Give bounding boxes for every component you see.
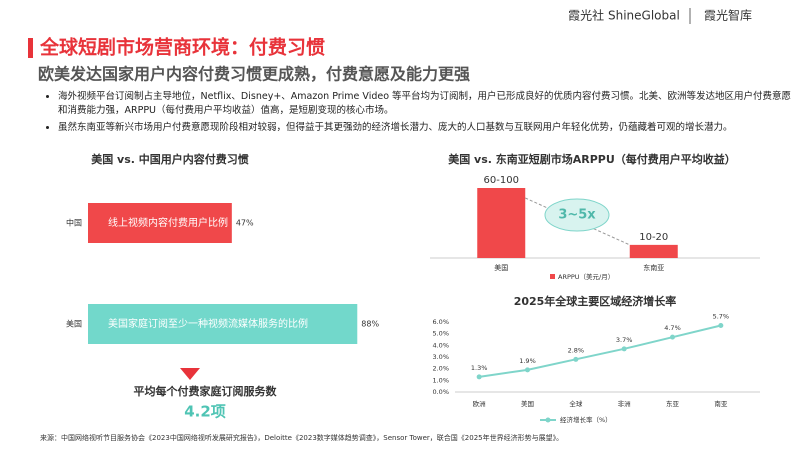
chart-title: 美国 vs. 中国用户内容付费习惯 xyxy=(91,152,249,166)
bar xyxy=(88,203,232,243)
y-tick-label: 4.0% xyxy=(432,341,449,349)
category-label: 美国 xyxy=(494,263,508,272)
y-tick-label: 2.0% xyxy=(432,365,449,373)
bar xyxy=(477,188,526,258)
category-label: 全球 xyxy=(569,399,583,408)
legend-label: 经济增长率（%） xyxy=(560,415,612,424)
bullets: 海外视频平台订阅制占主导地位，Netflix、Disney+、Amazon Pr… xyxy=(40,90,793,138)
category-label: 美国 xyxy=(66,319,82,329)
category-label: 非洲 xyxy=(618,399,631,408)
title-accent xyxy=(28,38,33,58)
bar-label: 美国家庭订阅至少一种视频流媒体服务的比例 xyxy=(108,317,308,330)
callout-label: 平均每个付费家庭订阅服务数 xyxy=(134,384,278,398)
line xyxy=(479,324,722,378)
bar xyxy=(629,244,678,258)
legend-label: ARPPU（美元/月） xyxy=(558,272,614,281)
callout-value: 4.2项 xyxy=(184,403,226,421)
point xyxy=(670,334,675,340)
point xyxy=(621,346,627,352)
source: 来源：中国网络视听节目服务协会《2023中国网络视听发展研究报告》，Deloit… xyxy=(40,433,563,442)
category-label: 中国 xyxy=(66,218,82,228)
value-label: 2.8% xyxy=(568,346,585,354)
category-label: 东南亚 xyxy=(643,263,664,272)
value-label: 1.3% xyxy=(471,364,488,372)
category-label: 东亚 xyxy=(666,399,680,408)
annotation-bubble xyxy=(544,198,610,232)
title: 全球短剧市场营商环境：付费习惯 xyxy=(39,36,325,59)
category-label: 南亚 xyxy=(714,399,728,408)
annotation: 3~5x xyxy=(558,208,596,223)
bar xyxy=(88,304,358,344)
legend-swatch xyxy=(550,274,555,279)
y-tick-label: 6.0% xyxy=(432,318,449,326)
category-label: 欧洲 xyxy=(473,399,486,408)
chart-title: 美国 vs. 东南亚短剧市场ARPPU（每付费用户平均收益） xyxy=(448,152,736,166)
bullet: 海外视频平台订阅制占主导地位，Netflix、Disney+、Amazon Pr… xyxy=(58,90,793,118)
value-label: 1.9% xyxy=(519,357,536,365)
point xyxy=(476,374,482,380)
value-label: 47% xyxy=(236,219,254,228)
value-label: 60-100 xyxy=(484,175,519,186)
arrow xyxy=(180,368,200,380)
subtitle: 欧美发达国家用户内容付费习惯更成熟，付费意愿及能力更强 xyxy=(38,65,470,84)
point xyxy=(525,367,530,373)
value-label: 4.7% xyxy=(664,324,681,332)
y-tick-label: 0.0% xyxy=(432,388,449,396)
value-label: 3.7% xyxy=(616,336,633,344)
bar-label: 线上视频内容付费用户比例 xyxy=(108,216,228,229)
value-label: 10-20 xyxy=(639,232,668,243)
category-label: 美国 xyxy=(521,399,534,408)
y-tick-label: 3.0% xyxy=(432,353,449,361)
point xyxy=(718,323,724,328)
bullet: 虽然东南亚等新兴市场用户付费意愿现阶段相对较弱，但得益于其更强劲的经济增长潜力、… xyxy=(58,121,793,135)
y-tick-label: 1.0% xyxy=(432,376,449,384)
chart-title: 2025年全球主要区域经济增长率 xyxy=(514,294,677,308)
brand: 霞光社 ShineGlobal xyxy=(568,8,680,23)
point xyxy=(573,356,579,362)
value-label: 88% xyxy=(361,320,379,329)
brand-sub: 霞光智库 xyxy=(704,8,752,23)
value-label: 5.7% xyxy=(713,313,730,321)
y-tick-label: 5.0% xyxy=(432,330,449,338)
legend-swatch xyxy=(545,417,551,423)
